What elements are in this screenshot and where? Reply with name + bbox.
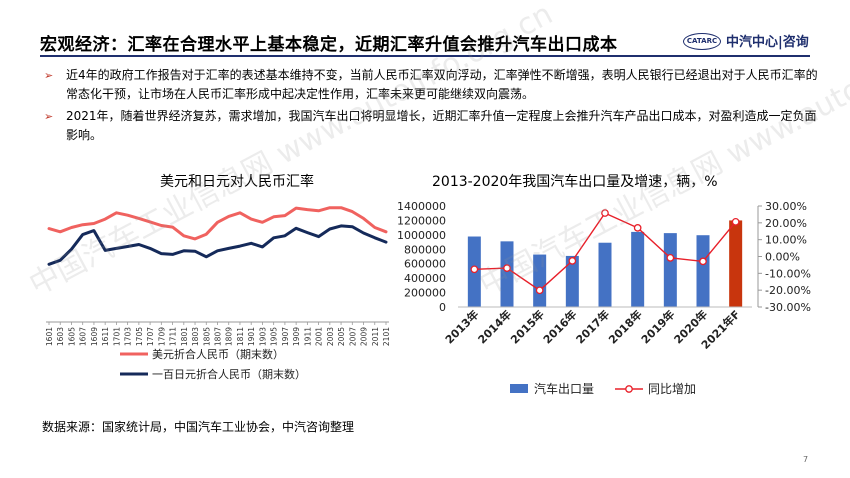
x-tick-label: 1605: [67, 327, 76, 346]
export-volume-bar: [663, 233, 677, 307]
x-tick-label: 1903: [258, 327, 267, 346]
growth-rate-point: [666, 253, 675, 262]
y-left-tick-label: 1200000: [397, 214, 446, 227]
y-left-tick-label: 1000000: [397, 229, 446, 242]
legend-growth-marker: [625, 385, 633, 393]
x-tick-label: 1609: [90, 327, 99, 346]
y-right-tick-label: 0.00%: [765, 251, 800, 264]
legend-export-swatch: [510, 384, 528, 393]
x-tick-label: 2101: [382, 327, 391, 346]
x-category-label: 2017年: [573, 307, 612, 346]
arrow-bullet-icon: ➢: [44, 110, 54, 123]
export-volume-bar: [696, 235, 710, 307]
bullet-list: ➢ 近4年的政府工作报告对于汇率的表述基本维持不变，当前人民币汇率双向浮动，汇率…: [42, 66, 820, 148]
x-category-label: 2016年: [540, 307, 579, 346]
data-source-note: 数据来源：国家统计局，中国汽车工业协会，中汽咨询整理: [42, 420, 355, 434]
x-tick-label: 1607: [79, 327, 88, 346]
x-tick-label: 1911: [303, 327, 312, 346]
x-category-label: 2014年: [475, 307, 514, 346]
growth-rate-point: [633, 224, 642, 232]
x-category-label: 2019年: [638, 307, 677, 346]
legend-export-label: 汽车出口量: [534, 381, 594, 396]
x-tick-label: 1807: [214, 327, 223, 346]
x-tick-label: 2005: [337, 327, 346, 346]
x-tick-label: 1701: [112, 327, 121, 346]
export-volume-bar: [729, 220, 743, 307]
y-right-tick-label: 30.00%: [765, 200, 807, 213]
jpy-cny-line: [47, 224, 388, 266]
x-tick-label: 1901: [247, 327, 256, 346]
export-volume-bar: [500, 241, 514, 307]
slide-header: 宏观经济：汇率在合理水平上基本稳定，近期汇率升值会推升汽车出口成本 CATARC…: [0, 0, 850, 62]
growth-rate-point: [470, 265, 479, 274]
y-right-tick-label: 10.00%: [765, 234, 807, 247]
y-right-tick-label: 20.00%: [765, 217, 807, 230]
x-category-label: 2018年: [605, 307, 644, 346]
x-tick-label: 1909: [292, 327, 301, 346]
legend-growth-label: 同比增加: [648, 382, 696, 396]
x-tick-label: 1907: [281, 327, 290, 346]
x-category-label: 2013年: [442, 307, 481, 346]
x-tick-label: 1809: [225, 327, 234, 346]
x-category-label: 2015年: [507, 307, 546, 346]
bullet-text: 近4年的政府工作报告对于汇率的表述基本维持不变，当前人民币汇率双向浮动，汇率弹性…: [66, 68, 818, 101]
logo-text: 中汽中心|咨询: [726, 35, 809, 50]
x-tick-label: 1805: [202, 327, 211, 346]
x-tick-label: 1803: [191, 327, 200, 346]
growth-rate-point: [535, 286, 544, 295]
y-left-tick-label: 1400000: [397, 200, 446, 213]
growth-rate-point: [731, 217, 740, 226]
growth-rate-point: [568, 257, 577, 265]
x-tick-label: 2009: [360, 327, 369, 346]
x-tick-label: 2011: [371, 327, 380, 346]
y-left-tick-label: 200000: [404, 287, 446, 300]
growth-rate-point: [601, 209, 609, 217]
export-volume-bar: [598, 242, 612, 307]
export-chart-title: 2013-2020年我国汽车出口量及增速，辆，%: [432, 174, 718, 190]
growth-rate-point: [699, 257, 707, 266]
bullet-item: ➢ 近4年的政府工作报告对于汇率的表述基本维持不变，当前人民币汇率双向浮动，汇率…: [42, 66, 820, 104]
x-tick-label: 1801: [180, 327, 189, 346]
x-tick-label: 2007: [348, 327, 357, 346]
page-title: 宏观经济：汇率在合理水平上基本稳定，近期汇率升值会推升汽车出口成本: [40, 35, 618, 55]
x-tick-label: 1811: [236, 327, 245, 346]
growth-rate-point: [503, 264, 511, 272]
x-tick-label: 1709: [157, 327, 166, 346]
title-divider: [40, 55, 810, 57]
y-left-tick-label: 0: [439, 301, 446, 314]
y-right-tick-label: -10.00%: [765, 267, 811, 280]
x-tick-label: 2003: [326, 327, 335, 346]
arrow-bullet-icon: ➢: [44, 69, 54, 82]
usd-cny-line: [47, 206, 388, 241]
y-right-tick-label: -30.00%: [765, 301, 811, 314]
legend-usd-label: 美元折合人民币（期末数）: [152, 347, 284, 361]
y-right-tick-label: -20.00%: [765, 284, 811, 297]
x-tick-label: 1601: [45, 327, 54, 346]
y-left-tick-label: 400000: [404, 272, 446, 285]
export-volume-bar: [631, 231, 645, 307]
page-number: 7: [803, 455, 809, 464]
exchange-rate-chart-title: 美元和日元对人民币汇率: [160, 174, 314, 190]
export-volume-bar: [533, 254, 547, 307]
x-tick-label: 1711: [169, 327, 178, 346]
y-left-tick-label: 800000: [404, 243, 446, 256]
x-tick-label: 1603: [56, 327, 65, 346]
legend-jpy-label: 一百日元折合人民币（期末数）: [152, 367, 306, 381]
bullet-item: ➢ 2021年，随着世界经济复苏，需求增加，我国汽车出口将明显增长，近期汇率升值…: [42, 107, 820, 145]
x-tick-label: 1703: [124, 327, 133, 346]
y-left-tick-label: 600000: [404, 258, 446, 271]
x-tick-label: 1905: [270, 327, 279, 346]
catarc-logo-icon: CATARC: [683, 33, 721, 50]
catarc-logo: CATARC 中汽中心|咨询: [683, 31, 833, 51]
x-tick-label: 2001: [315, 327, 324, 346]
bullet-text: 2021年，随着世界经济复苏，需求增加，我国汽车出口将明显增长，近期汇率升值一定…: [66, 109, 817, 142]
export-volume-bar: [565, 255, 579, 307]
x-tick-label: 1705: [135, 327, 144, 346]
x-tick-label: 1611: [101, 327, 110, 346]
x-tick-label: 1707: [146, 327, 155, 346]
